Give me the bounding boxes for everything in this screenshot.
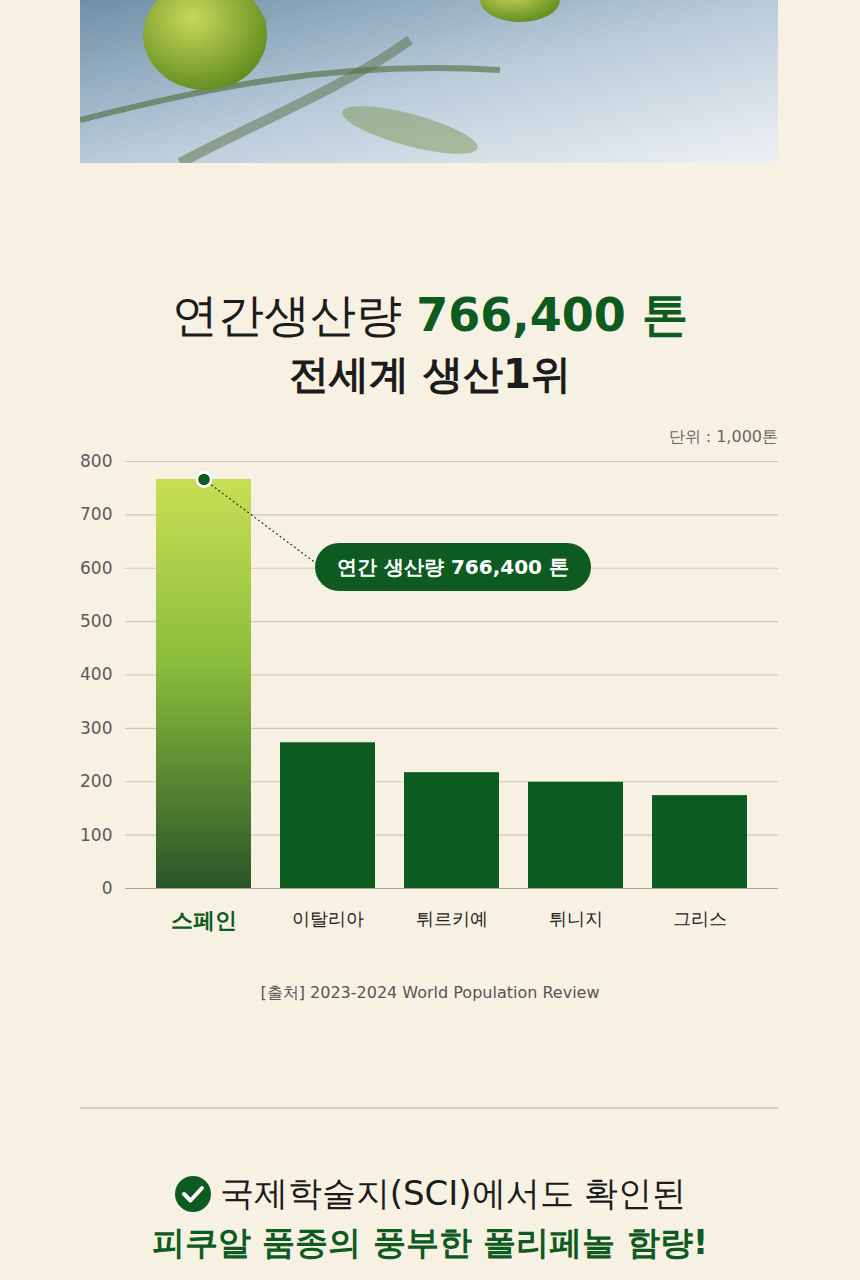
html-text:단위 : 1,000톤: 단위 : 1,000톤 [668, 427, 778, 446]
svg-text:200: 200 [80, 771, 112, 791]
svg-text:스페인: 스페인 [171, 908, 237, 933]
svg-text:400: 400 [80, 664, 112, 684]
svg-text:튀르키예: 튀르키예 [416, 908, 488, 929]
svg-text:300: 300 [80, 718, 112, 738]
svg-text:그리스: 그리스 [673, 908, 727, 929]
svg-text:이탈리아: 이탈리아 [292, 908, 364, 929]
html-text:연간생산량 766,400 톤: 연간생산량 766,400 톤 [172, 288, 688, 342]
html-text:연간 생산량 766,400 톤: 연간 생산량 766,400 톤 [337, 555, 569, 579]
html-text:국제학술지(SCI)에서도 확인된: 국제학술지(SCI)에서도 확인된 [219, 1173, 687, 1213]
html-text:피쿠알 품종의 풍부한 폴리페놀 함량!: 피쿠알 품종의 풍부한 폴리페놀 함량! [152, 1223, 708, 1262]
svg-text:튀니지: 튀니지 [549, 908, 603, 929]
svg-text:800: 800 [80, 451, 112, 471]
svg-text:700: 700 [80, 504, 112, 524]
html-text:[출처] 2023-2024 World Populatio: [출처] 2023-2024 World Population Review [260, 983, 600, 1002]
svg-text:500: 500 [80, 611, 112, 631]
html-text:전세계 생산1위: 전세계 생산1위 [289, 351, 571, 397]
svg-text:100: 100 [80, 825, 112, 845]
svg-text:0: 0 [102, 878, 113, 898]
svg-text:600: 600 [80, 558, 112, 578]
